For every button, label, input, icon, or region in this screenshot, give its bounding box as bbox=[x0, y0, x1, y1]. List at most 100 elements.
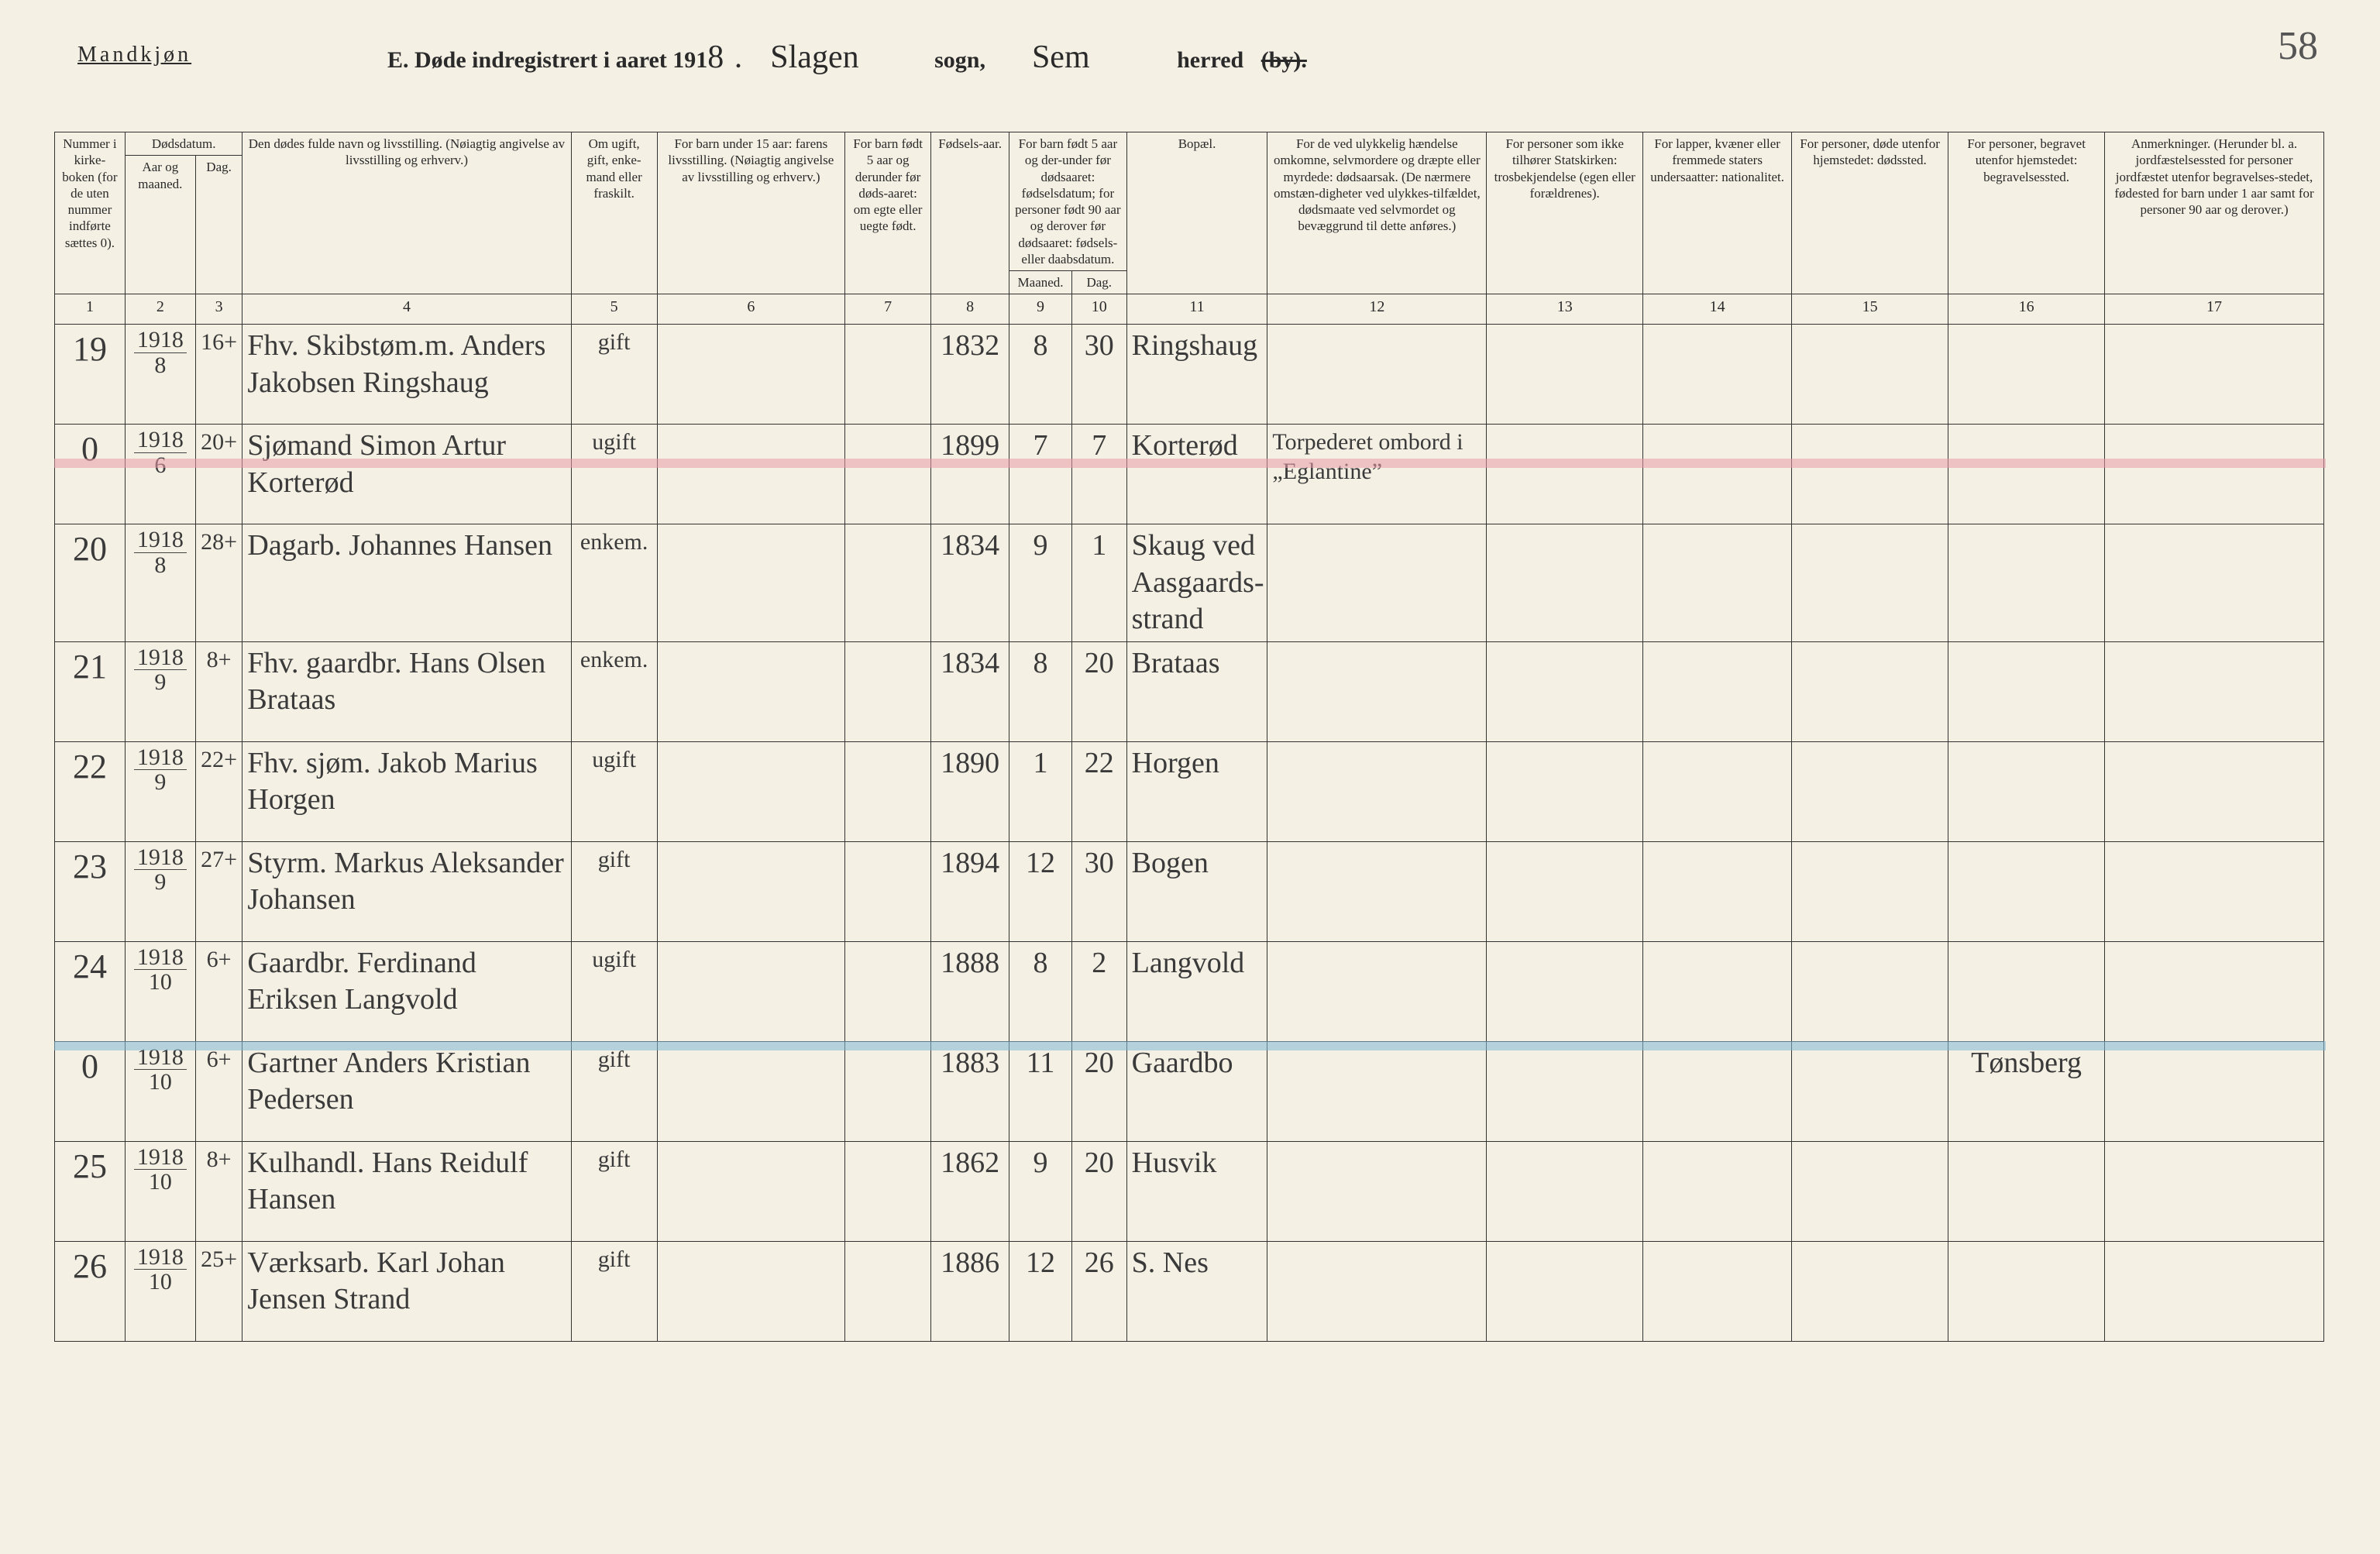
father-occupation bbox=[657, 1141, 844, 1241]
name-occupation: Fhv. Skibstøm.m. Anders Jakobsen Ringsha… bbox=[242, 325, 571, 425]
table-row: 01918620+Sjømand Simon Artur Korterødugi… bbox=[55, 425, 2324, 524]
residence: Langvold bbox=[1126, 941, 1267, 1041]
table-row: 241918106+Gaardbr. Ferdinand Eriksen Lan… bbox=[55, 941, 2324, 1041]
father-occupation bbox=[657, 325, 844, 425]
birth-month: 8 bbox=[1009, 325, 1072, 425]
col-5-header: Om ugift, gift, enke-mand eller fraskilt… bbox=[571, 132, 657, 294]
birth-month: 11 bbox=[1009, 1041, 1072, 1141]
birth-year: 1890 bbox=[931, 741, 1009, 841]
column-number: 3 bbox=[195, 294, 242, 325]
death-day: 8+ bbox=[195, 1141, 242, 1241]
row-number: 19 bbox=[55, 325, 126, 425]
remarks bbox=[2105, 841, 2324, 941]
row-number: 26 bbox=[55, 1241, 126, 1341]
row-number: 0 bbox=[55, 1041, 126, 1141]
birth-day: 20 bbox=[1071, 1141, 1126, 1241]
name-occupation: Fhv. gaardbr. Hans Olsen Brataas bbox=[242, 641, 571, 741]
marital-status: gift bbox=[571, 325, 657, 425]
birth-year: 1834 bbox=[931, 641, 1009, 741]
burial-place bbox=[1948, 425, 2105, 524]
nationality bbox=[1643, 325, 1792, 425]
column-number: 17 bbox=[2105, 294, 2324, 325]
name-occupation: Dagarb. Johannes Hansen bbox=[242, 524, 571, 642]
burial-place bbox=[1948, 524, 2105, 642]
col-13-header: For personer som ikke tilhører Statskirk… bbox=[1487, 132, 1643, 294]
nationality bbox=[1643, 941, 1792, 1041]
nationality bbox=[1643, 1041, 1792, 1141]
register-page: Mandkjøn E. Døde indregistrert i aaret 1… bbox=[0, 0, 2380, 1554]
birth-year: 1894 bbox=[931, 841, 1009, 941]
column-number: 2 bbox=[125, 294, 195, 325]
birth-year: 1888 bbox=[931, 941, 1009, 1041]
column-number: 7 bbox=[845, 294, 931, 325]
remarks bbox=[2105, 741, 2324, 841]
name-occupation: Gaardbr. Ferdinand Eriksen Langvold bbox=[242, 941, 571, 1041]
legitimacy bbox=[845, 941, 931, 1041]
death-day: 27+ bbox=[195, 841, 242, 941]
death-year-month: 19189 bbox=[125, 841, 195, 941]
table-row: 2619181025+Værksarb. Karl Johan Jensen S… bbox=[55, 1241, 2324, 1341]
col-3-header: Dag. bbox=[195, 156, 242, 294]
death-place bbox=[1792, 741, 1948, 841]
name-occupation: Sjømand Simon Artur Korterød bbox=[242, 425, 571, 524]
death-year-month: 191810 bbox=[125, 1141, 195, 1241]
birth-month: 7 bbox=[1009, 425, 1072, 524]
nationality bbox=[1643, 841, 1792, 941]
confession bbox=[1487, 1241, 1643, 1341]
legitimacy bbox=[845, 1241, 931, 1341]
death-place bbox=[1792, 641, 1948, 741]
cause-of-death: Torpederet ombord i „Eglantine” bbox=[1267, 425, 1487, 524]
row-number: 23 bbox=[55, 841, 126, 941]
burial-place bbox=[1948, 841, 2105, 941]
title-line: E. Døde indregistrert i aaret 1918 . Sla… bbox=[387, 39, 2303, 76]
column-number: 4 bbox=[242, 294, 571, 325]
death-place bbox=[1792, 1041, 1948, 1141]
birth-day: 30 bbox=[1071, 325, 1126, 425]
death-place bbox=[1792, 325, 1948, 425]
burial-place bbox=[1948, 741, 2105, 841]
legitimacy bbox=[845, 524, 931, 642]
column-number: 12 bbox=[1267, 294, 1487, 325]
title-prefix: E. Døde indregistrert i aaret 191 bbox=[387, 47, 707, 73]
name-occupation: Styrm. Markus Aleksander Johansen bbox=[242, 841, 571, 941]
legitimacy bbox=[845, 841, 931, 941]
col-16-header: For personer, begravet utenfor hjemstede… bbox=[1948, 132, 2105, 294]
remarks bbox=[2105, 524, 2324, 642]
birth-year: 1832 bbox=[931, 325, 1009, 425]
legitimacy bbox=[845, 325, 931, 425]
col-7-header: For barn født 5 aar og derunder før døds… bbox=[845, 132, 931, 294]
birth-year: 1886 bbox=[931, 1241, 1009, 1341]
legitimacy bbox=[845, 1041, 931, 1141]
name-occupation: Værksarb. Karl Johan Jensen Strand bbox=[242, 1241, 571, 1341]
confession bbox=[1487, 941, 1643, 1041]
burial-place bbox=[1948, 641, 2105, 741]
remarks bbox=[2105, 1241, 2324, 1341]
cause-of-death bbox=[1267, 1041, 1487, 1141]
remarks bbox=[2105, 1141, 2324, 1241]
cause-of-death bbox=[1267, 741, 1487, 841]
death-day: 25+ bbox=[195, 1241, 242, 1341]
column-number: 15 bbox=[1792, 294, 1948, 325]
death-place bbox=[1792, 425, 1948, 524]
table-row: 231918927+Styrm. Markus Aleksander Johan… bbox=[55, 841, 2324, 941]
register-table: Nummer i kirke-boken (for de uten nummer… bbox=[54, 132, 2324, 1342]
table-row: 21191898+Fhv. gaardbr. Hans Olsen Brataa… bbox=[55, 641, 2324, 741]
marital-status: ugift bbox=[571, 941, 657, 1041]
column-number: 16 bbox=[1948, 294, 2105, 325]
row-number: 22 bbox=[55, 741, 126, 841]
death-place bbox=[1792, 941, 1948, 1041]
col-6-header: For barn under 15 aar: farens livsstilli… bbox=[657, 132, 844, 294]
column-number: 8 bbox=[931, 294, 1009, 325]
col-2-header: Aar og maaned. bbox=[125, 156, 195, 294]
death-year-month: 191810 bbox=[125, 1041, 195, 1141]
marital-status: ugift bbox=[571, 741, 657, 841]
burial-place bbox=[1948, 325, 2105, 425]
confession bbox=[1487, 524, 1643, 642]
row-number: 24 bbox=[55, 941, 126, 1041]
confession bbox=[1487, 1141, 1643, 1241]
remarks bbox=[2105, 941, 2324, 1041]
birth-day: 1 bbox=[1071, 524, 1126, 642]
herred-value: Sem bbox=[1032, 40, 1090, 75]
father-occupation bbox=[657, 1241, 844, 1341]
herred-label: herred bbox=[1177, 47, 1243, 73]
